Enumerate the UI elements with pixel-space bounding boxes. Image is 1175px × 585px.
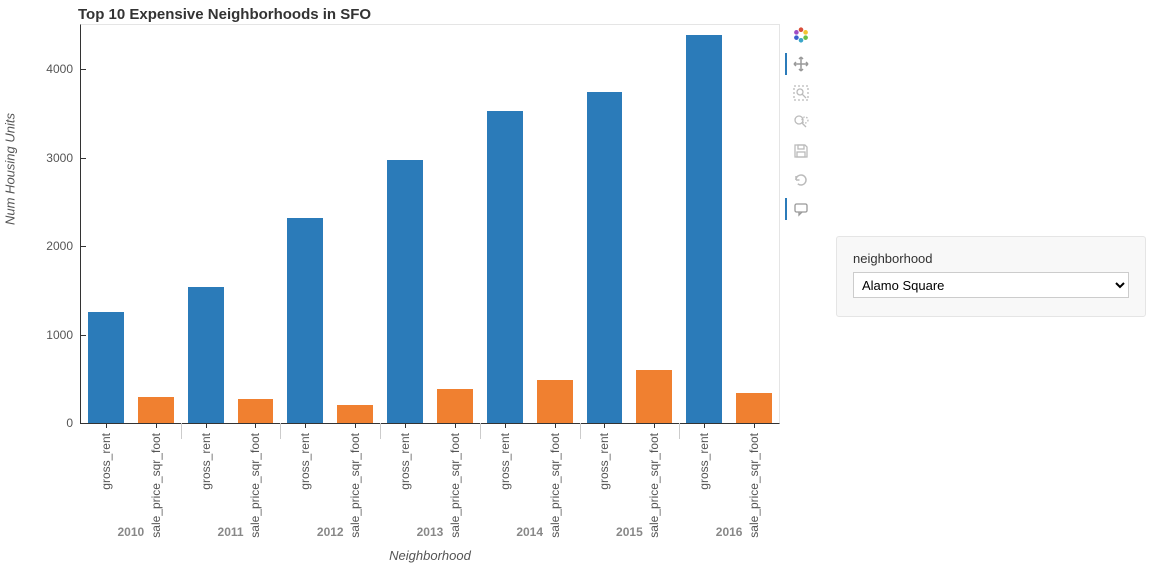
x-subtick (455, 423, 456, 428)
x-sub-label: gross_rent (597, 433, 611, 490)
x-sub-label: sale_price_sqr_foot (647, 433, 661, 538)
y-axis-label: Num Housing Units (3, 113, 18, 225)
group-separator (580, 423, 581, 439)
x-sub-label: sale_price_sqr_foot (348, 433, 362, 538)
x-year-label: 2010 (117, 525, 144, 539)
y-tick-label: 4000 (46, 62, 81, 76)
x-subtick (654, 423, 655, 428)
group-separator (280, 423, 281, 439)
x-sub-label: gross_rent (298, 433, 312, 490)
x-sub-label: gross_rent (398, 433, 412, 490)
pan-tool-icon[interactable] (785, 53, 812, 75)
x-subtick (305, 423, 306, 428)
bar[interactable] (686, 35, 722, 423)
widget-panel: neighborhood Alamo Square (836, 236, 1146, 317)
x-sub-label: gross_rent (697, 433, 711, 490)
x-subtick (405, 423, 406, 428)
bar[interactable] (88, 312, 124, 423)
bar[interactable] (736, 393, 772, 423)
group-separator (679, 423, 680, 439)
x-subtick (754, 423, 755, 428)
bar[interactable] (537, 380, 573, 423)
plot-area: 01000200030004000gross_rentsale_price_sq… (80, 24, 780, 424)
neighborhood-label: neighborhood (853, 251, 1129, 266)
x-subtick (355, 423, 356, 428)
neighborhood-select[interactable]: Alamo Square (853, 272, 1129, 298)
chart-title: Top 10 Expensive Neighborhoods in SFO (78, 6, 371, 23)
x-subtick (555, 423, 556, 428)
group-separator (480, 423, 481, 439)
x-year-label: 2015 (616, 525, 643, 539)
bar[interactable] (188, 287, 224, 423)
group-separator (380, 423, 381, 439)
x-sub-label: gross_rent (99, 433, 113, 490)
bar[interactable] (138, 397, 174, 423)
x-sub-label: sale_price_sqr_foot (548, 433, 562, 538)
x-year-label: 2012 (317, 525, 344, 539)
bokeh-toolbar (786, 24, 810, 220)
y-tick-label: 2000 (46, 239, 81, 253)
bar[interactable] (238, 399, 274, 423)
x-sub-label: sale_price_sqr_foot (448, 433, 462, 538)
x-subtick (156, 423, 157, 428)
year-group: gross_rentsale_price_sqr_foot2014 (480, 25, 580, 423)
bar[interactable] (487, 111, 523, 423)
x-axis-label: Neighborhood (80, 548, 780, 563)
x-year-label: 2016 (716, 525, 743, 539)
x-subtick (505, 423, 506, 428)
bar[interactable] (387, 160, 423, 423)
x-sub-label: sale_price_sqr_foot (747, 433, 761, 538)
x-subtick (604, 423, 605, 428)
bokeh-logo-icon[interactable] (785, 24, 812, 46)
chart-container: Top 10 Expensive Neighborhoods in SFO Nu… (0, 0, 1175, 585)
reset-tool-icon[interactable] (785, 169, 812, 191)
bar[interactable] (437, 389, 473, 423)
y-tick-label: 3000 (46, 151, 81, 165)
x-subtick (255, 423, 256, 428)
x-sub-label: sale_price_sqr_foot (248, 433, 262, 538)
year-group: gross_rentsale_price_sqr_foot2012 (280, 25, 380, 423)
bar[interactable] (337, 405, 373, 423)
year-group: gross_rentsale_price_sqr_foot2013 (380, 25, 480, 423)
wheel-zoom-tool-icon[interactable] (785, 111, 812, 133)
x-year-label: 2013 (417, 525, 444, 539)
y-tick-label: 1000 (46, 328, 81, 342)
y-tick-label: 0 (66, 416, 81, 430)
year-group: gross_rentsale_price_sqr_foot2011 (181, 25, 281, 423)
x-sub-label: sale_price_sqr_foot (149, 433, 163, 538)
year-group: gross_rentsale_price_sqr_foot2010 (81, 25, 181, 423)
group-separator (181, 423, 182, 439)
x-subtick (206, 423, 207, 428)
x-year-label: 2011 (218, 525, 244, 539)
x-subtick (704, 423, 705, 428)
x-subtick (106, 423, 107, 428)
bar[interactable] (587, 92, 623, 423)
hover-tool-icon[interactable] (785, 198, 812, 220)
bar[interactable] (287, 218, 323, 423)
x-sub-label: gross_rent (498, 433, 512, 490)
save-tool-icon[interactable] (785, 140, 812, 162)
year-group: gross_rentsale_price_sqr_foot2015 (580, 25, 680, 423)
x-year-label: 2014 (516, 525, 543, 539)
box-zoom-tool-icon[interactable] (785, 82, 812, 104)
year-group: gross_rentsale_price_sqr_foot2016 (679, 25, 779, 423)
x-sub-label: gross_rent (199, 433, 213, 490)
bar[interactable] (636, 370, 672, 423)
